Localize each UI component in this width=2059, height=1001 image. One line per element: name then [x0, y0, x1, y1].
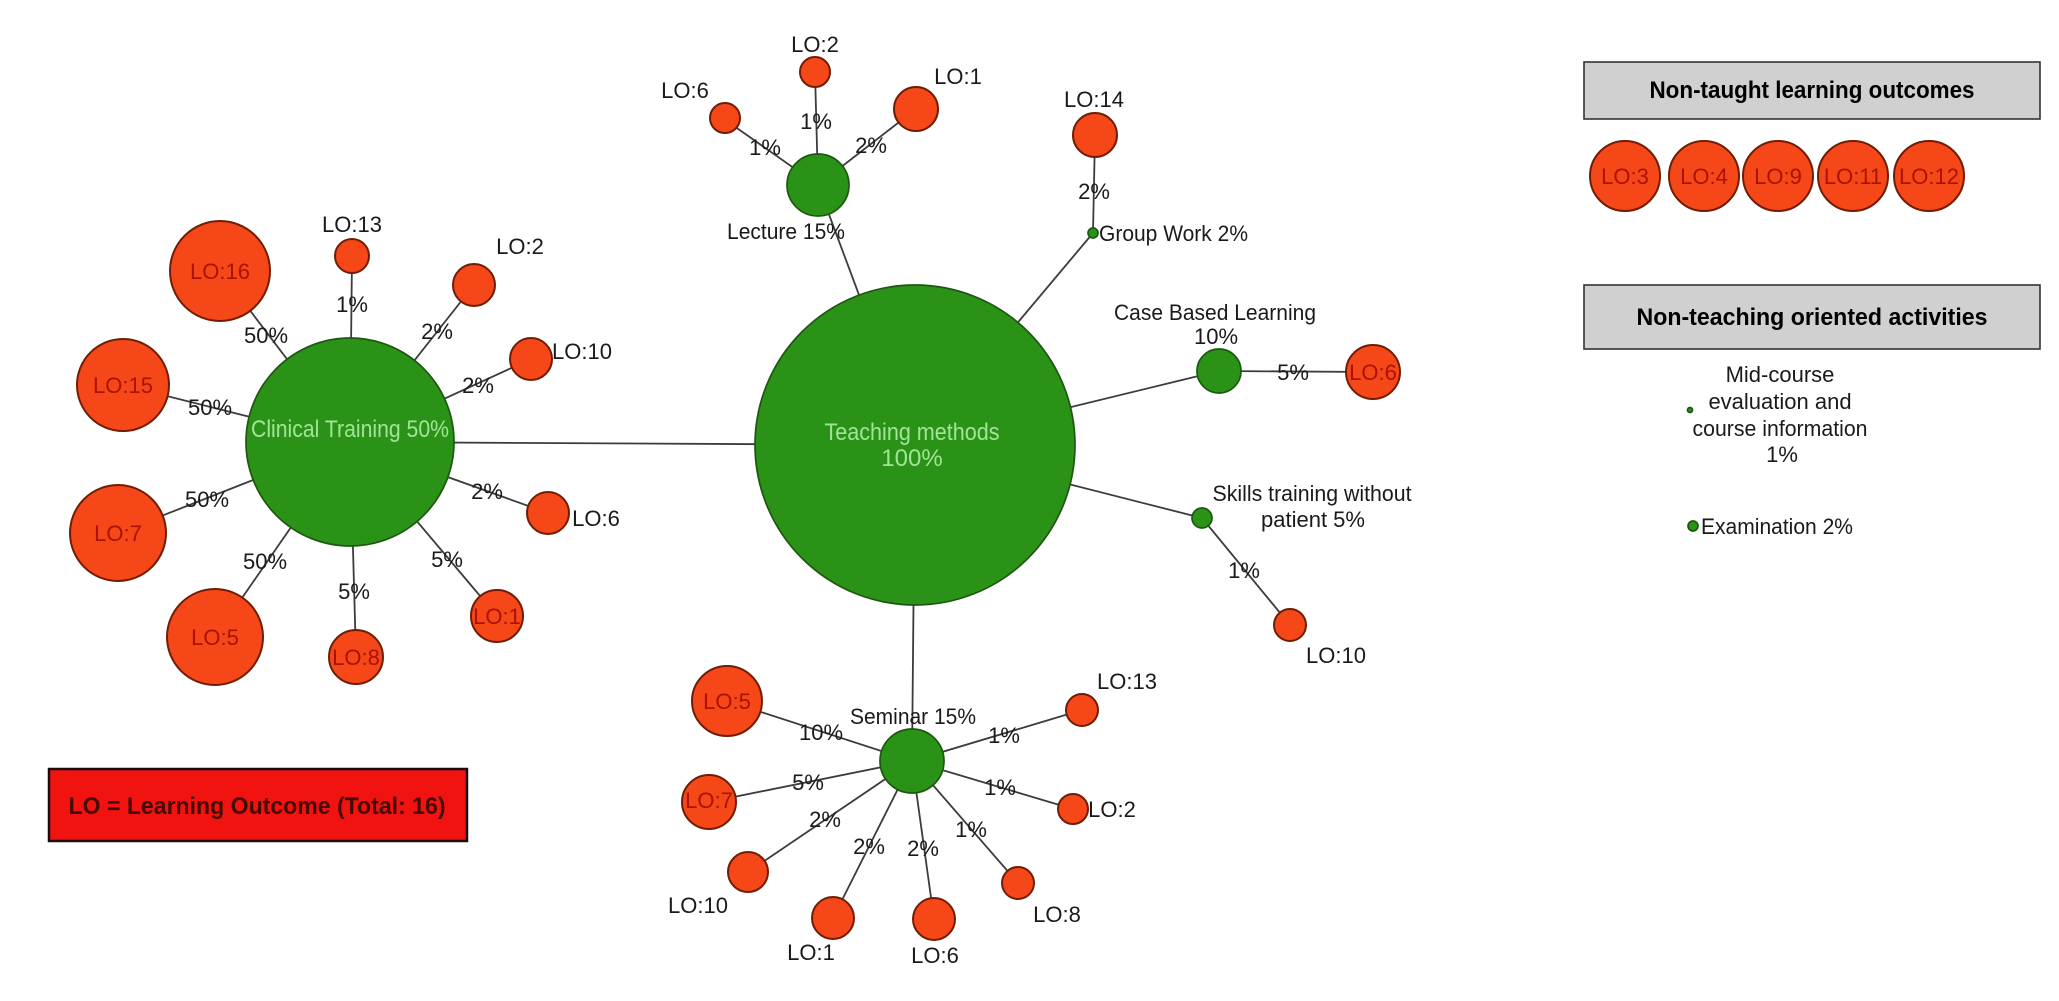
- svg-text:2%: 2%: [809, 807, 841, 832]
- svg-text:100%: 100%: [881, 445, 942, 472]
- svg-text:LO:14: LO:14: [1064, 87, 1124, 112]
- svg-text:LO:5: LO:5: [703, 689, 751, 714]
- svg-text:LO:6: LO:6: [572, 506, 620, 531]
- svg-text:patient 5%: patient 5%: [1261, 507, 1365, 532]
- svg-text:5%: 5%: [1277, 360, 1309, 385]
- svg-text:LO:10: LO:10: [668, 893, 728, 918]
- svg-text:LO:1: LO:1: [934, 64, 982, 89]
- svg-text:LO:8: LO:8: [1033, 902, 1081, 927]
- svg-text:Lecture 15%: Lecture 15%: [727, 219, 845, 244]
- svg-text:10%: 10%: [799, 720, 843, 745]
- svg-text:LO:7: LO:7: [94, 521, 142, 546]
- svg-text:Teaching methods: Teaching methods: [825, 419, 1000, 446]
- svg-text:LO:10: LO:10: [552, 339, 612, 364]
- svg-text:LO:2: LO:2: [791, 32, 839, 57]
- svg-text:Skills training without: Skills training without: [1213, 481, 1412, 506]
- svg-text:LO:11: LO:11: [1824, 164, 1882, 189]
- svg-text:50%: 50%: [185, 487, 229, 512]
- svg-text:5%: 5%: [338, 579, 370, 604]
- svg-text:2%: 2%: [471, 479, 503, 504]
- svg-text:Non-teaching oriented activiti: Non-teaching oriented activities: [1637, 304, 1988, 331]
- svg-text:Case Based Learning: Case Based Learning: [1114, 300, 1316, 325]
- svg-text:Mid-course: Mid-course: [1726, 362, 1835, 387]
- svg-text:2%: 2%: [421, 319, 453, 344]
- svg-text:2%: 2%: [855, 133, 887, 158]
- svg-text:LO:6: LO:6: [661, 78, 709, 103]
- svg-text:LO:4: LO:4: [1680, 164, 1728, 189]
- svg-text:course information: course information: [1693, 416, 1868, 441]
- svg-text:1%: 1%: [988, 723, 1020, 748]
- svg-text:Seminar 15%: Seminar 15%: [850, 704, 976, 729]
- svg-text:Group Work 2%: Group Work 2%: [1099, 221, 1248, 246]
- svg-text:5%: 5%: [431, 547, 463, 572]
- svg-text:LO:5: LO:5: [191, 625, 239, 650]
- svg-text:5%: 5%: [792, 770, 824, 795]
- svg-text:1%: 1%: [1766, 442, 1798, 467]
- svg-text:LO:2: LO:2: [496, 234, 544, 259]
- svg-text:evaluation and: evaluation and: [1708, 389, 1851, 414]
- svg-text:LO:10: LO:10: [1306, 643, 1366, 668]
- svg-text:LO:1: LO:1: [787, 940, 835, 965]
- svg-text:2%: 2%: [853, 834, 885, 859]
- svg-text:10%: 10%: [1194, 324, 1238, 349]
- svg-text:2%: 2%: [462, 373, 494, 398]
- svg-text:LO:3: LO:3: [1601, 164, 1649, 189]
- svg-text:LO:1: LO:1: [473, 604, 521, 629]
- svg-text:50%: 50%: [244, 323, 288, 348]
- svg-text:1%: 1%: [800, 109, 832, 134]
- svg-text:2%: 2%: [907, 836, 939, 861]
- svg-text:1%: 1%: [336, 292, 368, 317]
- svg-text:50%: 50%: [188, 395, 232, 420]
- svg-text:LO:15: LO:15: [93, 373, 153, 398]
- svg-text:1%: 1%: [1228, 558, 1260, 583]
- svg-text:LO = Learning Outcome (Total:: LO = Learning Outcome (Total: 16): [69, 793, 446, 820]
- svg-text:Clinical Training 50%: Clinical Training 50%: [251, 416, 449, 443]
- svg-text:LO:2: LO:2: [1088, 797, 1136, 822]
- svg-text:LO:6: LO:6: [1349, 360, 1397, 385]
- svg-text:LO:6: LO:6: [911, 943, 959, 968]
- svg-text:1%: 1%: [955, 817, 987, 842]
- svg-text:1%: 1%: [984, 775, 1016, 800]
- svg-text:1%: 1%: [749, 135, 781, 160]
- svg-text:LO:8: LO:8: [332, 645, 380, 670]
- svg-text:LO:13: LO:13: [1097, 669, 1157, 694]
- svg-text:Examination 2%: Examination 2%: [1701, 514, 1853, 539]
- svg-text:LO:16: LO:16: [190, 259, 250, 284]
- svg-text:LO:7: LO:7: [685, 788, 733, 813]
- svg-text:LO:12: LO:12: [1899, 164, 1959, 189]
- svg-text:50%: 50%: [243, 549, 287, 574]
- svg-text:2%: 2%: [1078, 179, 1110, 204]
- svg-text:LO:13: LO:13: [322, 212, 382, 237]
- svg-text:LO:9: LO:9: [1754, 164, 1802, 189]
- svg-text:Non-taught learning outcomes: Non-taught learning outcomes: [1650, 77, 1975, 104]
